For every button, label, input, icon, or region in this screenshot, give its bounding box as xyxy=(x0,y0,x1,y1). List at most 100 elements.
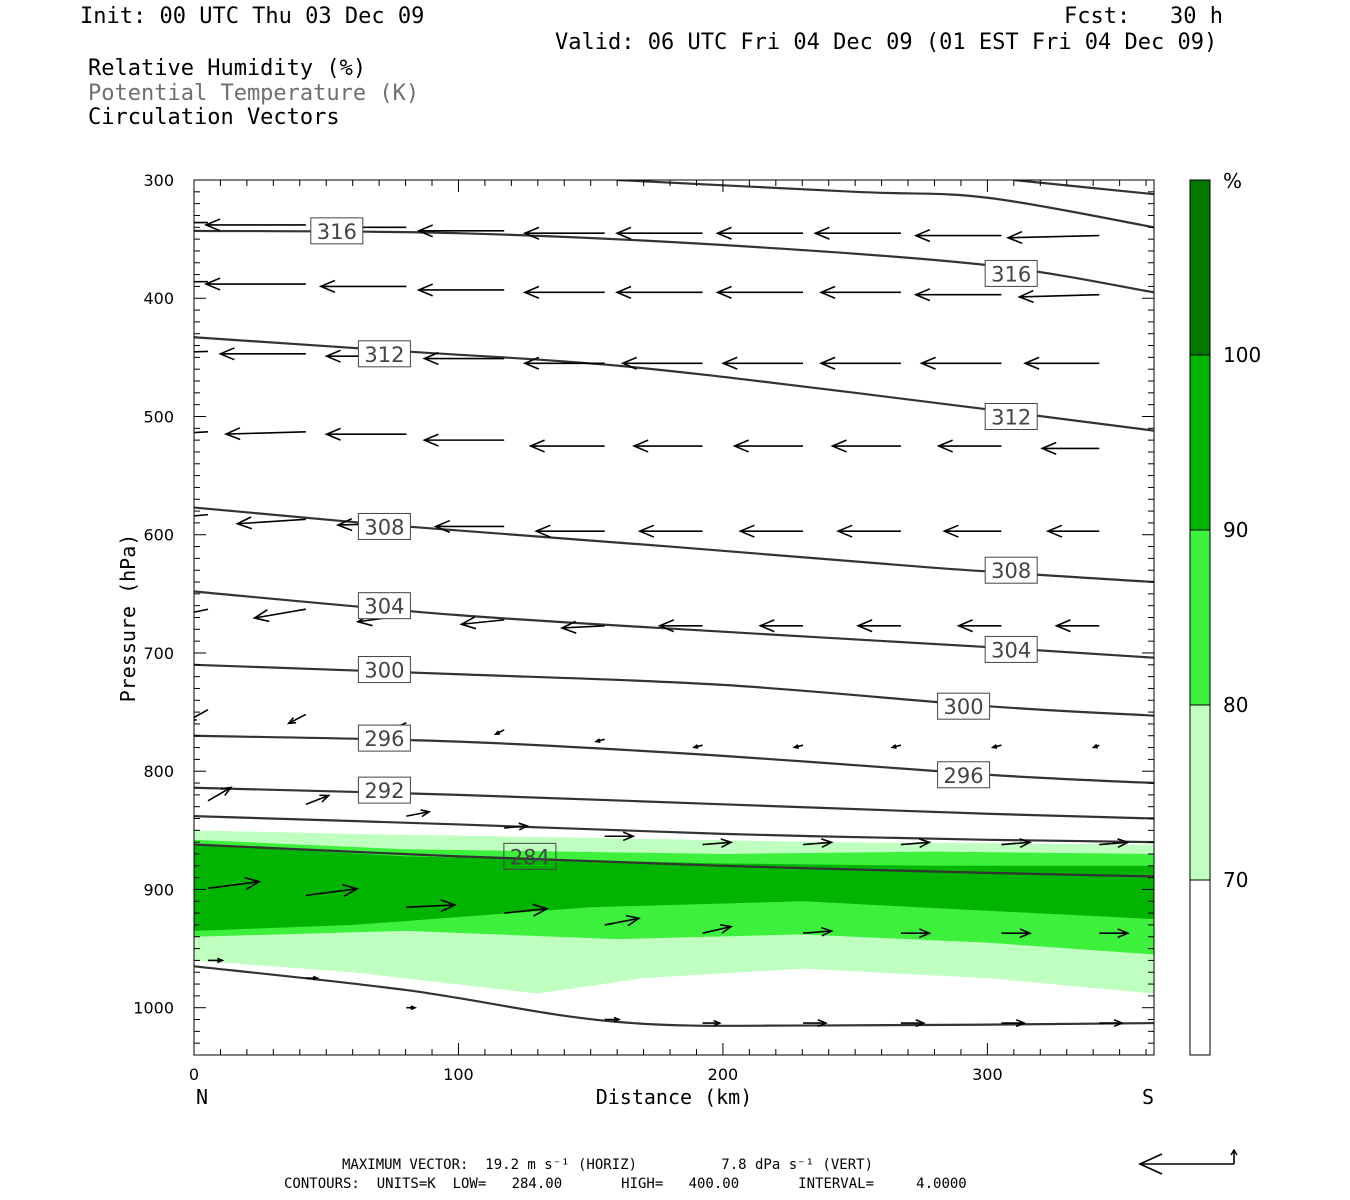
init-time: Init: 00 UTC Thu 03 Dec 09 xyxy=(80,4,425,29)
colorbar-segment xyxy=(1190,355,1210,530)
contour-label: 296 xyxy=(937,761,991,789)
svg-text:296: 296 xyxy=(364,727,404,751)
svg-text:304: 304 xyxy=(991,638,1031,662)
circulation-vector xyxy=(286,713,307,725)
circulation-vector xyxy=(459,616,505,630)
contour-label: 308 xyxy=(357,512,411,540)
circulation-vector xyxy=(422,433,505,447)
contour-label: 316 xyxy=(310,217,364,245)
circulation-vector xyxy=(913,288,1002,302)
isentrope-288 xyxy=(194,815,1154,844)
circulation-vector xyxy=(890,744,902,749)
svg-text:316: 316 xyxy=(991,262,1031,286)
colorbar-unit: % xyxy=(1223,169,1242,193)
circulation-vector xyxy=(559,620,605,634)
circulation-vector xyxy=(207,876,262,890)
circulation-vector xyxy=(1001,1018,1027,1028)
x-tick-label: 0 xyxy=(189,1065,199,1084)
reference-vector xyxy=(1138,1148,1238,1175)
svg-text:312: 312 xyxy=(364,343,404,367)
circulation-vector xyxy=(493,729,505,736)
circulation-vector xyxy=(792,744,804,749)
colorbar-segment xyxy=(1190,880,1210,1055)
valid-time: Valid: 06 UTC Fri 04 Dec 09 (01 EST Fri … xyxy=(555,30,1218,55)
circulation-vector xyxy=(803,1018,828,1028)
colorbar: % 100 90 80 70 xyxy=(1189,169,1261,1056)
circulation-vector xyxy=(1045,524,1100,538)
colorbar-level: 80 xyxy=(1223,693,1248,717)
svg-text:296: 296 xyxy=(944,764,984,788)
isentrope-296 xyxy=(194,734,1154,785)
circulation-vector xyxy=(1017,289,1100,304)
circulation-vector xyxy=(305,975,320,981)
south-label: S xyxy=(1142,1085,1154,1109)
y-tick-label: 500 xyxy=(143,407,174,426)
circulation-vector xyxy=(691,744,703,749)
colorbar-level: 100 xyxy=(1223,343,1261,367)
colorbar-segment xyxy=(1190,705,1210,880)
circulation-vector xyxy=(406,809,432,818)
circulation-vector xyxy=(522,226,605,240)
contours-note: CONTOURS: UNITS=K LOW= 284.00 HIGH= 400.… xyxy=(284,1176,967,1192)
circulation-vector xyxy=(406,899,457,913)
y-axis-label: Pressure (hPa) xyxy=(116,534,140,703)
contour-label: 292 xyxy=(357,776,411,804)
circulation-vector xyxy=(1001,838,1032,848)
circulation-vector xyxy=(637,524,703,538)
circulation-vector xyxy=(194,709,209,721)
circulation-vector xyxy=(504,903,550,917)
circulation-vector xyxy=(207,786,233,802)
y-tick-label: 1000 xyxy=(133,999,174,1018)
svg-text:304: 304 xyxy=(364,595,404,619)
circulation-vector xyxy=(702,838,734,848)
circulation-vector xyxy=(819,356,901,370)
circulation-vector xyxy=(604,1016,622,1023)
colorbar-segment xyxy=(1190,530,1210,705)
contour-label: 296 xyxy=(357,724,411,752)
field-rh: Relative Humidity (%) xyxy=(88,56,367,81)
circulation-vector xyxy=(990,744,1002,749)
circulation-vector xyxy=(632,439,703,453)
circulation-vector xyxy=(1099,928,1130,939)
circulation-vector xyxy=(1023,356,1100,370)
circulation-vector xyxy=(1001,928,1032,939)
y-tick-label: 300 xyxy=(143,171,174,190)
circulation-vector xyxy=(856,619,901,633)
circulation-vector xyxy=(318,279,407,294)
circulation-vector xyxy=(830,439,901,453)
contour-label: 312 xyxy=(984,402,1038,430)
circulation-vector xyxy=(208,957,225,964)
contour-label: 308 xyxy=(984,556,1038,584)
contour-label: 284 xyxy=(503,842,557,870)
circulation-vector xyxy=(522,285,605,299)
colorbar-level: 70 xyxy=(1223,868,1248,892)
circulation-vector xyxy=(504,822,530,831)
circulation-vector xyxy=(614,226,703,240)
circulation-vector xyxy=(433,519,505,534)
isentrope-280 xyxy=(194,965,1154,1027)
rh-band-90 xyxy=(194,844,1154,931)
circulation-vector xyxy=(715,285,804,299)
isentrope-324 xyxy=(1013,180,1154,196)
circulation-vector xyxy=(936,439,1002,453)
circulation-vector xyxy=(218,347,306,361)
circulation-vector xyxy=(942,524,1002,538)
svg-text:308: 308 xyxy=(364,515,404,539)
y-tick-label: 600 xyxy=(143,526,174,545)
svg-text:312: 312 xyxy=(991,405,1031,429)
circulation-vector xyxy=(522,356,605,370)
circulation-vector xyxy=(913,228,1002,243)
circulation-vector xyxy=(657,619,703,633)
contour-label: 300 xyxy=(937,692,991,720)
field-theta: Potential Temperature (K) xyxy=(88,81,420,106)
circulation-vector xyxy=(1099,838,1130,848)
circulation-vector xyxy=(900,838,932,848)
isentrope-300 xyxy=(194,663,1154,717)
circulation-vector xyxy=(305,794,331,806)
svg-text:292: 292 xyxy=(364,779,404,803)
isentrope-320 xyxy=(617,180,1154,229)
circulation-vector xyxy=(534,524,605,538)
circulation-vector xyxy=(813,226,901,240)
x-tick-label: 300 xyxy=(972,1065,1003,1084)
circulation-vector xyxy=(406,1005,417,1011)
